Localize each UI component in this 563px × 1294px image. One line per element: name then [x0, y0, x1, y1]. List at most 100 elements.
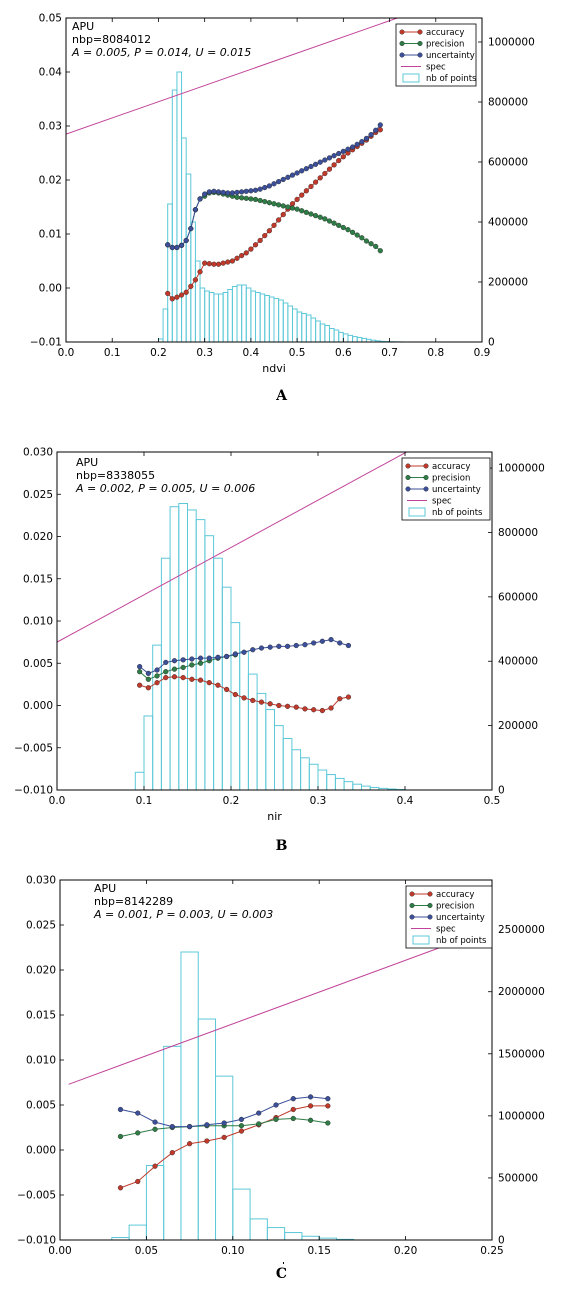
accuracy-point: [313, 179, 319, 185]
accuracy-point: [145, 685, 151, 691]
histogram-bar: [265, 709, 275, 790]
accuracy-point: [336, 157, 342, 164]
x-axis-label: red: [267, 1260, 285, 1264]
precision-point: [238, 1123, 245, 1129]
y-tick-label: 0.025: [23, 489, 53, 501]
uncertainty-point: [359, 139, 365, 145]
legend-swatch-histogram: [402, 73, 420, 83]
histogram-bar: [167, 203, 173, 342]
histogram-bar: [326, 774, 336, 790]
uncertainty-point: [117, 1106, 124, 1113]
x-tick-label: 0.1: [136, 795, 153, 807]
spec-line: [57, 452, 408, 643]
accuracy-point: [337, 696, 343, 702]
legend-marker: [405, 475, 411, 481]
uncertainty-point: [197, 655, 204, 661]
spec-line: [68, 947, 441, 1085]
series-accuracy: [165, 127, 383, 302]
legend-label: accuracy: [436, 890, 474, 900]
uncertainty-point: [267, 644, 273, 650]
annotation-line: APU: [76, 456, 98, 469]
accuracy-point: [241, 695, 247, 701]
histogram-bar: [328, 328, 335, 342]
uncertainty-point: [206, 189, 212, 195]
uncertainty-point: [363, 135, 370, 142]
uncertainty-point: [239, 189, 245, 195]
accuracy-point: [299, 192, 305, 198]
precision-point: [137, 669, 143, 675]
series-uncertainty: [165, 122, 383, 251]
accuracy-point: [267, 701, 273, 707]
precision-point: [340, 224, 346, 231]
x-tick-label: 0.20: [394, 1245, 417, 1257]
accuracy-point: [276, 702, 282, 709]
histogram-bar: [176, 71, 183, 342]
x-tick-label: 0.5: [289, 347, 306, 359]
precision-point: [257, 197, 263, 204]
annotation-line: A = 0.001, P = 0.003, U = 0.003: [93, 908, 273, 921]
legend-label: spec: [436, 925, 456, 935]
y2-tick-label: 400000: [498, 656, 538, 668]
accuracy-point: [163, 675, 169, 681]
uncertainty-point: [256, 1110, 262, 1116]
histogram-bar: [301, 313, 307, 342]
x-tick-label: 0.8: [427, 347, 444, 359]
accuracy-point: [319, 707, 325, 714]
accuracy-point: [225, 259, 231, 265]
annotation-line: nbp=8338055: [76, 469, 155, 482]
uncertainty-point: [377, 122, 383, 128]
accuracy-point: [303, 188, 309, 194]
y2-tick-label: 200000: [488, 277, 528, 289]
uncertainty-point: [215, 654, 221, 660]
uncertainty-point: [204, 1122, 210, 1128]
legend-marker: [427, 891, 433, 897]
uncertainty-point: [248, 188, 254, 194]
legend-marker: [423, 475, 429, 481]
x-tick-label: 0.7: [381, 347, 398, 359]
x-tick-label: 0.4: [243, 347, 260, 359]
uncertainty-point: [183, 237, 189, 244]
accuracy-point: [322, 170, 328, 177]
histogram-bar: [361, 337, 367, 342]
y-tick-label: 0.000: [23, 700, 53, 712]
precision-point: [345, 227, 351, 233]
y-tick-label: 0.010: [26, 1055, 56, 1067]
histogram-bar: [315, 320, 321, 342]
uncertainty-point: [252, 187, 259, 193]
uncertainty-point: [197, 196, 203, 202]
histogram-bar: [241, 284, 247, 342]
histogram-bar: [171, 89, 178, 342]
precision-point: [354, 232, 360, 238]
annotation-line: nbp=8142289: [94, 895, 173, 908]
precision-point: [248, 196, 254, 202]
histogram: [111, 951, 355, 1240]
y-tick-label: −0.01: [30, 337, 62, 349]
histogram-bar: [319, 323, 326, 342]
annotation-line: A = 0.002, P = 0.005, U = 0.006: [75, 482, 255, 495]
precision-point: [239, 195, 245, 201]
spec-line: [66, 18, 399, 135]
accuracy-point: [243, 250, 249, 256]
uncertainty-point: [345, 146, 351, 152]
y2-tick-label: 1500000: [498, 1048, 545, 1060]
y-tick-label: 0.030: [26, 875, 56, 887]
histogram-bar: [180, 951, 199, 1240]
uncertainty-point: [303, 166, 309, 172]
precision-point: [180, 664, 186, 671]
y-tick-label: 0.00: [39, 283, 62, 295]
uncertainty-point: [266, 183, 272, 189]
y-tick-label: 0.020: [26, 965, 56, 977]
uncertainty-point: [319, 638, 325, 644]
y2-tick-label: 2000000: [498, 986, 545, 998]
precision-point: [322, 216, 328, 222]
y-tick-label: 0.000: [26, 1145, 56, 1157]
x-tick-label: 0.05: [135, 1245, 158, 1257]
series-accuracy: [137, 674, 352, 714]
uncertainty-point: [241, 649, 247, 655]
precision-point: [152, 1126, 158, 1132]
uncertainty-point: [293, 642, 299, 649]
legend-marker: [427, 903, 433, 909]
uncertainty-point: [271, 181, 277, 187]
uncertainty-point: [238, 1116, 245, 1123]
